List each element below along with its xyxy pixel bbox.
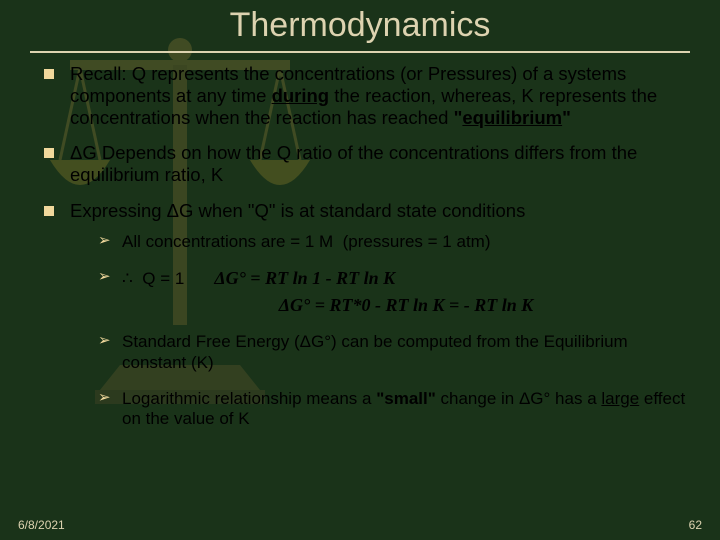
bullet-1: Recall: Q represents the concentrations …: [44, 63, 690, 128]
equation-2: ΔG° = RT*0 - RT ln K = - RT ln K: [279, 295, 534, 315]
sub-bullet-4: Logarithmic relationship means a "small"…: [98, 389, 690, 429]
main-bullet-list: Recall: Q represents the concentrations …: [30, 63, 690, 429]
sub-bullet-list: All concentrations are = 1 M (pressures …: [70, 232, 690, 429]
bullet-2-text: ΔG Depends on how the Q ratio of the con…: [70, 142, 637, 185]
sub-bullet-2: ∴ Q = 1 ΔG° = RT ln 1 - RT ln K ΔG° = RT…: [98, 268, 690, 316]
bullet-3: Expressing ΔG when "Q" is at standard st…: [44, 200, 690, 429]
equation-1: ΔG° = RT ln 1 - RT ln K: [214, 268, 395, 289]
bullet-1-text: Recall: Q represents the concentrations …: [70, 63, 657, 128]
bullet-2: ΔG Depends on how the Q ratio of the con…: [44, 142, 690, 186]
sub-bullet-3: Standard Free Energy (ΔG°) can be comput…: [98, 332, 690, 372]
slide-content: Thermodynamics Recall: Q represents the …: [0, 0, 720, 540]
sub-bullet-1: All concentrations are = 1 M (pressures …: [98, 232, 690, 252]
bullet-3-text: Expressing ΔG when "Q" is at standard st…: [70, 200, 525, 221]
slide-title: Thermodynamics: [30, 0, 690, 53]
